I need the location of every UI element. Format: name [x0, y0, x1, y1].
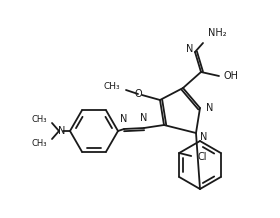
Text: CH₃: CH₃ [31, 138, 47, 148]
Text: N: N [58, 126, 66, 136]
Text: N: N [206, 103, 213, 113]
Text: CH₃: CH₃ [31, 114, 47, 124]
Text: O: O [134, 89, 142, 99]
Text: Cl: Cl [197, 152, 207, 162]
Text: N: N [120, 114, 128, 124]
Text: CH₃: CH₃ [103, 82, 120, 90]
Text: OH: OH [224, 71, 239, 81]
Text: NH₂: NH₂ [208, 28, 227, 38]
Text: N: N [186, 44, 193, 54]
Text: N: N [200, 132, 207, 142]
Text: N: N [140, 113, 148, 123]
